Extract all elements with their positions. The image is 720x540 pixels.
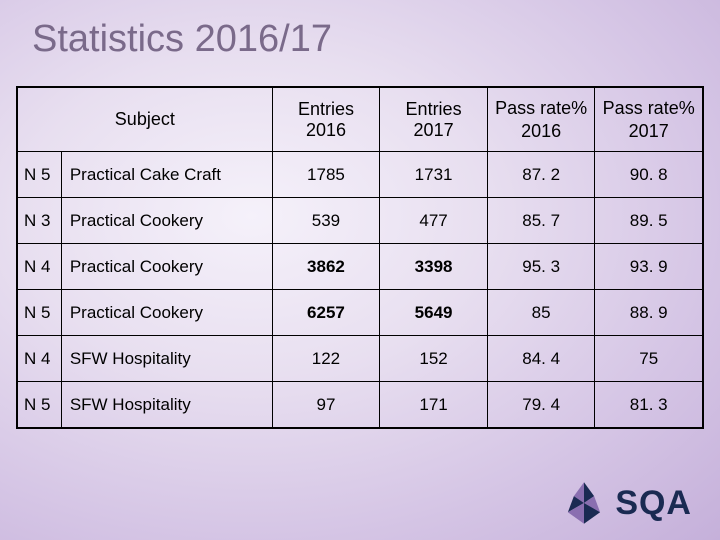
- cell-passrate-2017: 93. 9: [595, 244, 703, 290]
- table-row: N 5Practical Cookery625756498588. 9: [18, 290, 703, 336]
- col-passrate-2017: Pass rate% 2017: [595, 88, 703, 152]
- cell-entries-2016: 97: [272, 382, 380, 428]
- cell-passrate-2016: 87. 2: [487, 152, 595, 198]
- table-row: N 4SFW Hospitality12215284. 475: [18, 336, 703, 382]
- cell-passrate-2016: 85. 7: [487, 198, 595, 244]
- cell-level: N 4: [18, 244, 62, 290]
- sqa-logo-text: SQA: [615, 484, 692, 523]
- cell-entries-2017: 477: [380, 198, 488, 244]
- cell-entries-2016: 539: [272, 198, 380, 244]
- cell-subject: Practical Cake Craft: [61, 152, 272, 198]
- cell-entries-2017: 152: [380, 336, 488, 382]
- sqa-logo: SQA: [561, 480, 692, 526]
- cell-entries-2016: 3862: [272, 244, 380, 290]
- cell-passrate-2016: 95. 3: [487, 244, 595, 290]
- cell-passrate-2016: 79. 4: [487, 382, 595, 428]
- table-row: N 4Practical Cookery3862339895. 393. 9: [18, 244, 703, 290]
- cell-entries-2016: 122: [272, 336, 380, 382]
- table-row: N 3Practical Cookery53947785. 789. 5: [18, 198, 703, 244]
- cell-subject: Practical Cookery: [61, 290, 272, 336]
- cell-passrate-2017: 88. 9: [595, 290, 703, 336]
- cell-passrate-2016: 84. 4: [487, 336, 595, 382]
- col-passrate-2016: Pass rate% 2016: [487, 88, 595, 152]
- cell-entries-2016: 1785: [272, 152, 380, 198]
- cell-passrate-2017: 81. 3: [595, 382, 703, 428]
- col-entries-2017: Entries 2017: [380, 88, 488, 152]
- cell-passrate-2017: 89. 5: [595, 198, 703, 244]
- table-header-row: Subject Entries 2016 Entries 2017 Pass r…: [18, 88, 703, 152]
- cell-passrate-2016: 85: [487, 290, 595, 336]
- cell-entries-2016: 6257: [272, 290, 380, 336]
- cell-subject: Practical Cookery: [61, 244, 272, 290]
- col-subject: Subject: [18, 88, 273, 152]
- cell-subject: Practical Cookery: [61, 198, 272, 244]
- cell-level: N 4: [18, 336, 62, 382]
- cell-level: N 5: [18, 290, 62, 336]
- cell-entries-2017: 1731: [380, 152, 488, 198]
- cell-entries-2017: 3398: [380, 244, 488, 290]
- cell-passrate-2017: 75: [595, 336, 703, 382]
- cell-passrate-2017: 90. 8: [595, 152, 703, 198]
- table-body: N 5Practical Cake Craft1785173187. 290. …: [18, 152, 703, 428]
- cell-entries-2017: 5649: [380, 290, 488, 336]
- cell-entries-2017: 171: [380, 382, 488, 428]
- cell-subject: SFW Hospitality: [61, 336, 272, 382]
- sqa-logo-mark: [561, 480, 607, 526]
- table-row: N 5SFW Hospitality9717179. 481. 3: [18, 382, 703, 428]
- cell-level: N 5: [18, 382, 62, 428]
- stats-table: Subject Entries 2016 Entries 2017 Pass r…: [17, 87, 703, 428]
- page-title: Statistics 2016/17: [32, 18, 332, 61]
- table-row: N 5Practical Cake Craft1785173187. 290. …: [18, 152, 703, 198]
- stats-table-container: Subject Entries 2016 Entries 2017 Pass r…: [16, 86, 704, 429]
- cell-level: N 5: [18, 152, 62, 198]
- col-entries-2016: Entries 2016: [272, 88, 380, 152]
- cell-subject: SFW Hospitality: [61, 382, 272, 428]
- cell-level: N 3: [18, 198, 62, 244]
